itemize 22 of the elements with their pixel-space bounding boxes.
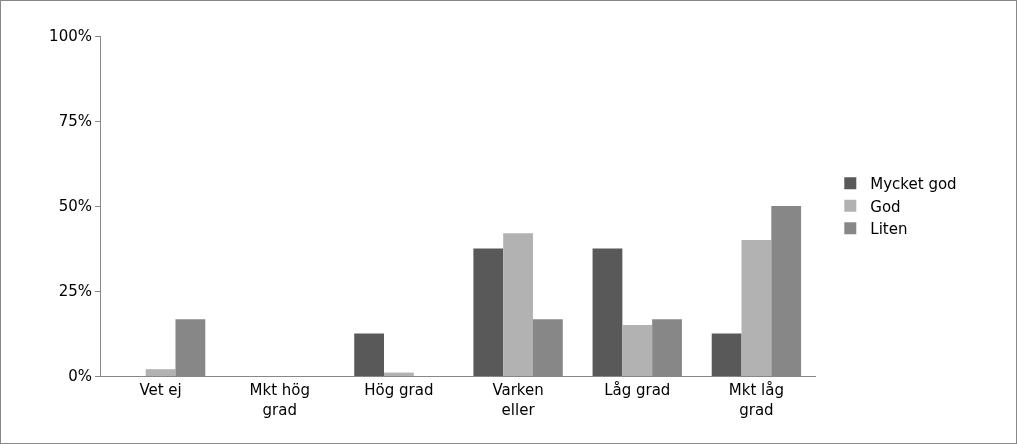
x-tick-label: Vet ej xyxy=(139,381,182,399)
legend-label: Liten xyxy=(870,220,908,239)
x-tick-label: Varken eller xyxy=(492,381,544,419)
x-tick-label: Hög grad xyxy=(364,381,434,399)
bar xyxy=(354,333,385,376)
bar xyxy=(473,248,504,376)
bar xyxy=(592,248,623,376)
bar xyxy=(622,325,653,376)
y-tick-label: 25% xyxy=(58,282,92,301)
bar xyxy=(711,333,742,376)
y-tick-label: 50% xyxy=(58,197,92,216)
x-tick-label: Låg grad xyxy=(604,381,671,399)
legend-label: God xyxy=(870,197,901,216)
y-tick-label: 100% xyxy=(49,27,92,46)
y-tick-label: 75% xyxy=(58,112,92,131)
x-tick-label: Mkt låg grad xyxy=(728,381,785,419)
legend-label: Mycket god xyxy=(870,175,957,194)
bar xyxy=(741,240,772,376)
bar xyxy=(503,233,533,376)
bar xyxy=(145,369,176,376)
x-tick-label: Mkt hög grad xyxy=(249,381,310,419)
y-tick-label: 0% xyxy=(68,367,92,386)
